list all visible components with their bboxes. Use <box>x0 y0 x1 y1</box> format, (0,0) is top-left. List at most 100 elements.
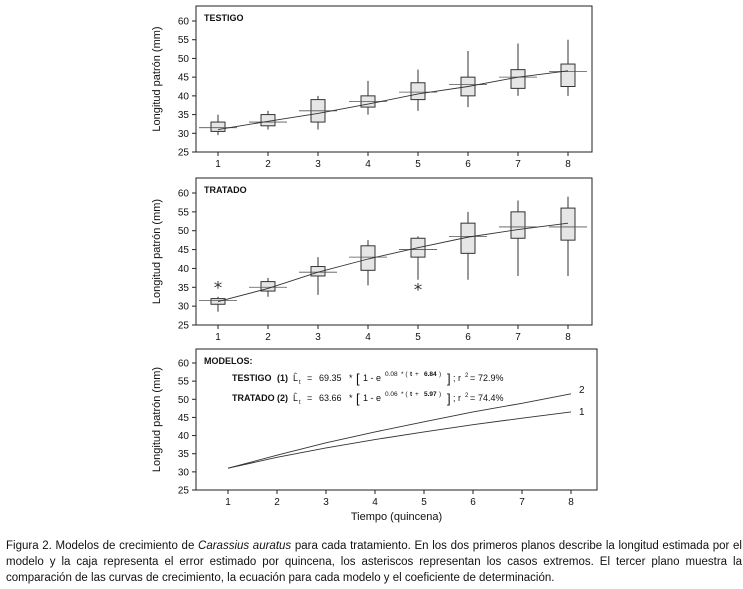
panel1-title: TESTIGO <box>204 13 244 23</box>
panel3-y-tick-label: 45 <box>178 413 190 424</box>
panel1-y-tick-label: 40 <box>178 91 190 102</box>
panel3-x-axis-label: Tiempo (quincena) <box>351 511 442 523</box>
panel2-x-tick-label: 1 <box>215 332 221 343</box>
panel3-eq-plus: + <box>415 391 419 398</box>
panel3-eq-number: (2) <box>277 393 288 403</box>
panel3-eq-a: 69.35 <box>319 373 342 383</box>
panel3-y-tick-label: 25 <box>178 486 190 497</box>
panel3-series-line-1 <box>227 411 572 469</box>
panel3-eq-bracket-close: ] <box>447 371 451 386</box>
panel3-eq-r2: 72.9% <box>478 373 504 383</box>
panel3-eq-times: * <box>349 393 353 403</box>
panel3-eq-r2-eq: = <box>470 373 475 383</box>
panel1-y-tick-label: 35 <box>178 110 190 121</box>
panel3-x-tick-label: 6 <box>470 497 476 508</box>
panel3-y-tick-label: 30 <box>178 467 190 478</box>
panel1-x-tick-label: 8 <box>565 159 571 170</box>
panel1-x-tick-label: 6 <box>465 159 471 170</box>
panel3-eq-equals: = <box>307 393 312 403</box>
panel2-y-tick-label: 55 <box>178 207 190 218</box>
panel3-eq-plus: + <box>415 371 419 378</box>
panel1-x-tick-label: 7 <box>515 159 521 170</box>
panel3-eq-t0: 6.84 <box>424 371 437 378</box>
panel3-eq-bracket-open: [ <box>356 391 360 406</box>
panel3-y-axis-label: Longitud patrón (mm) <box>151 367 163 472</box>
panel3-eq-k: 0.06 <box>385 391 398 398</box>
panel3-eq-t0: 5.97 <box>424 391 437 398</box>
panel1-y-tick-label: 45 <box>178 73 190 84</box>
panel1-y-tick-label: 60 <box>178 17 190 28</box>
panel3-x-tick-label: 2 <box>274 497 280 508</box>
panel3-eq-semicolon: ; r <box>453 373 461 383</box>
panel3-eq-bracket-open: [ <box>356 371 360 386</box>
panel3-eq-lhs: L̂ <box>293 373 298 383</box>
panel1-y-tick-label: 25 <box>178 148 190 159</box>
panel2-x-tick-label: 8 <box>565 332 571 343</box>
panel1-box <box>510 69 526 89</box>
panel1-x-tick-label: 3 <box>315 159 321 170</box>
panel1-x-tick-label: 4 <box>365 159 371 170</box>
panel2-box <box>510 211 526 239</box>
panel3-eq-one: 1 - e <box>363 393 381 403</box>
panel3-series-line-2 <box>227 393 572 469</box>
panel3-eq-op: * ( <box>401 391 408 398</box>
panel2-x-tick-label: 4 <box>365 332 371 343</box>
panel3-eq-op: * ( <box>401 371 408 378</box>
panel3-series-label-2: 2 <box>579 385 585 396</box>
panel3-eq-a: 63.66 <box>319 393 342 403</box>
panel2-y-tick-label: 25 <box>178 321 190 332</box>
panel1-y-tick-label: 50 <box>178 54 190 65</box>
panel2-model-curve <box>217 222 569 303</box>
panel3-x-tick-label: 4 <box>372 497 378 508</box>
panel1-box <box>560 63 576 87</box>
caption-species: Carassius auratus <box>198 540 292 552</box>
panel1-y-tick-label: 55 <box>178 35 190 46</box>
panel1-model-curve <box>217 70 569 130</box>
figure-caption: Figura 2. Modelos de crecimiento de Cara… <box>6 538 742 586</box>
panel2-x-tick-label: 2 <box>265 332 271 343</box>
panel1-x-tick-label: 2 <box>265 159 271 170</box>
panel2-y-axis-label: Longitud patrón (mm) <box>151 199 163 304</box>
panel1-x-tick-label: 5 <box>415 159 421 170</box>
caption-rest: para cada tratamiento. En los dos primer… <box>6 540 742 584</box>
panel2-frame <box>195 177 593 326</box>
panel3-x-tick-label: 1 <box>225 497 231 508</box>
panel3-eq-sub: t <box>299 400 301 406</box>
panel2-box <box>360 245 376 271</box>
panel1-y-tick-label: 30 <box>178 129 190 140</box>
panel3-eq-bracket-close: ] <box>447 391 451 406</box>
panel3-eq-t: t <box>410 391 413 398</box>
panel2-x-tick-label: 5 <box>415 332 421 343</box>
panel3-eq-k: 0.08 <box>385 371 398 378</box>
panel3-eq-times: * <box>349 373 353 383</box>
panel3-series-label-1: 1 <box>579 407 585 418</box>
panel3-x-tick-label: 8 <box>568 497 574 508</box>
panel1-box <box>410 82 426 101</box>
panel3-eq-one: 1 - e <box>363 373 381 383</box>
panel1-y-axis-label: Longitud patrón (mm) <box>151 26 163 131</box>
panel3-frame <box>195 348 598 491</box>
panel2-x-tick-label: 3 <box>315 332 321 343</box>
panel3-eq-paren-close: ) <box>439 391 441 398</box>
panel3-y-tick-label: 55 <box>178 377 190 388</box>
panel3-eq-r2-eq: = <box>470 393 475 403</box>
panel3-x-tick-label: 3 <box>323 497 329 508</box>
panel2-outlier-asterisk: * <box>414 280 423 300</box>
panel3-eq-r2-exp: 2 <box>465 373 469 379</box>
panel3-eq-sub: t <box>299 380 301 386</box>
panel3-eq-number: (1) <box>277 373 288 383</box>
panel3-eq-equals: = <box>307 373 312 383</box>
caption-prefix: Figura 2. Modelos de crecimiento de <box>6 540 199 552</box>
panel2-y-tick-label: 40 <box>178 264 190 275</box>
panel2-y-tick-label: 60 <box>178 189 190 200</box>
panel2-y-tick-label: 30 <box>178 302 190 313</box>
panel1-box <box>210 121 226 132</box>
panel3-y-tick-label: 35 <box>178 449 190 460</box>
panel1-x-tick-label: 1 <box>215 159 221 170</box>
panel2-y-tick-label: 50 <box>178 226 190 237</box>
panel3-x-tick-label: 5 <box>421 497 427 508</box>
panel3-y-tick-label: 50 <box>178 395 190 406</box>
panel3-y-tick-label: 40 <box>178 431 190 442</box>
panel2-outlier-asterisk: * <box>214 278 223 298</box>
panel3-title: MODELOS: <box>204 356 253 366</box>
